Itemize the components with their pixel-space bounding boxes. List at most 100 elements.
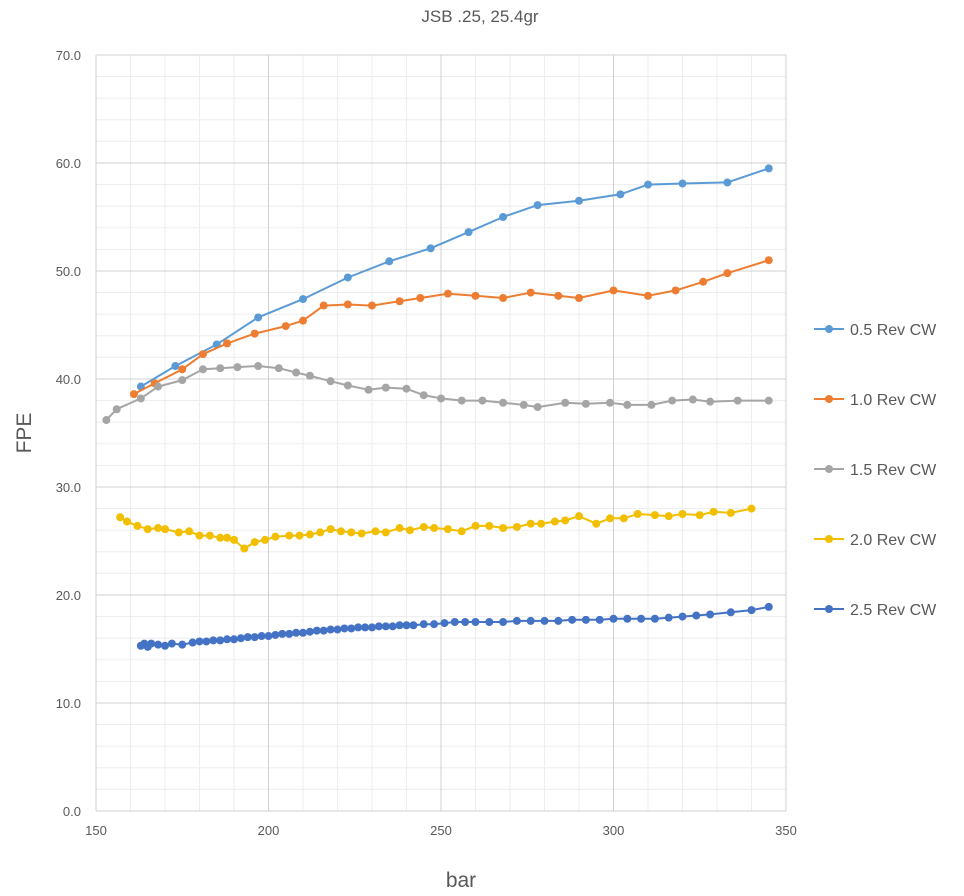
data-point [668,396,677,405]
data-point [678,179,687,188]
data-point [764,602,773,611]
x-axis-label: bar [446,869,476,892]
data-point [664,613,673,622]
data-point [499,213,508,221]
chart-grid [95,54,787,812]
data-point [443,289,452,298]
series-1-5-rev-cw [102,362,773,425]
series-line [140,167,770,388]
data-point [299,295,307,304]
data-point [457,396,466,405]
data-point [205,531,214,540]
data-point [143,525,152,534]
data-point [402,384,411,393]
legend-item: 2.0 Rev CW [814,532,937,549]
data-point [644,180,652,189]
data-point [261,535,270,544]
data-point [526,519,535,528]
data-point [512,522,521,531]
data-point [343,300,352,309]
data-point [499,398,508,407]
data-point [437,394,445,403]
legend-label: 2.0 Rev CW [850,532,937,549]
legend-marker [825,465,833,473]
data-point [285,629,294,638]
data-point [154,382,163,391]
series-2-0-rev-cw [116,504,756,553]
data-point [161,525,169,534]
data-point [747,606,756,615]
y-tick-label: 40.0 [56,372,81,387]
y-tick-label: 30.0 [56,480,81,495]
data-point [623,614,632,623]
data-point [216,364,225,373]
data-point [336,527,345,536]
data-point [395,621,404,630]
data-point [575,512,583,521]
data-point [264,632,273,641]
data-point [550,517,559,526]
data-point [174,528,183,537]
legend-item: 1.5 Rev CW [814,462,937,479]
data-point [623,400,632,409]
data-point [499,524,508,533]
data-point [129,390,138,399]
data-point [519,400,528,409]
data-point [281,322,290,331]
y-tick-label: 70.0 [56,48,81,63]
x-tick-label: 300 [603,823,625,838]
data-point [312,626,321,635]
data-point [581,399,590,408]
data-point [499,294,508,302]
data-point [650,614,659,623]
data-point [471,618,480,626]
legend-marker [825,395,833,403]
data-point [223,635,232,644]
data-point [381,622,390,631]
data-point [154,640,163,649]
y-tick-label: 60.0 [56,156,81,171]
data-point [450,618,459,626]
data-point [188,638,197,647]
data-point [581,615,590,624]
series-1-0-rev-cw [129,256,773,399]
data-point [478,396,487,405]
data-point [692,611,701,620]
data-point [195,531,204,540]
data-point [402,621,411,630]
data-point [723,178,732,187]
series-line [133,259,770,395]
data-point [561,516,570,525]
data-point [254,313,263,322]
data-point [419,391,428,400]
data-point [575,196,583,205]
data-point [305,371,314,380]
data-point [319,301,328,310]
data-point [664,512,673,521]
data-point [416,294,425,302]
data-point [426,244,435,253]
data-point [457,527,466,536]
data-point [526,616,535,625]
data-point [678,612,687,621]
data-point [316,528,325,537]
data-point [616,190,625,199]
data-point [178,365,187,374]
data-point [250,633,259,642]
data-point [154,524,163,533]
data-point [340,624,349,633]
data-point [368,301,376,310]
data-point [305,530,314,539]
data-point [195,637,204,646]
data-point [116,513,125,522]
data-point [440,619,449,628]
data-point [485,521,494,530]
data-point [257,632,266,641]
data-point [333,625,342,634]
data-point [136,394,145,403]
y-axis-label: FPE [13,413,36,454]
data-point [706,610,715,619]
data-point [609,614,618,623]
data-point [299,628,307,637]
data-point [216,533,225,542]
